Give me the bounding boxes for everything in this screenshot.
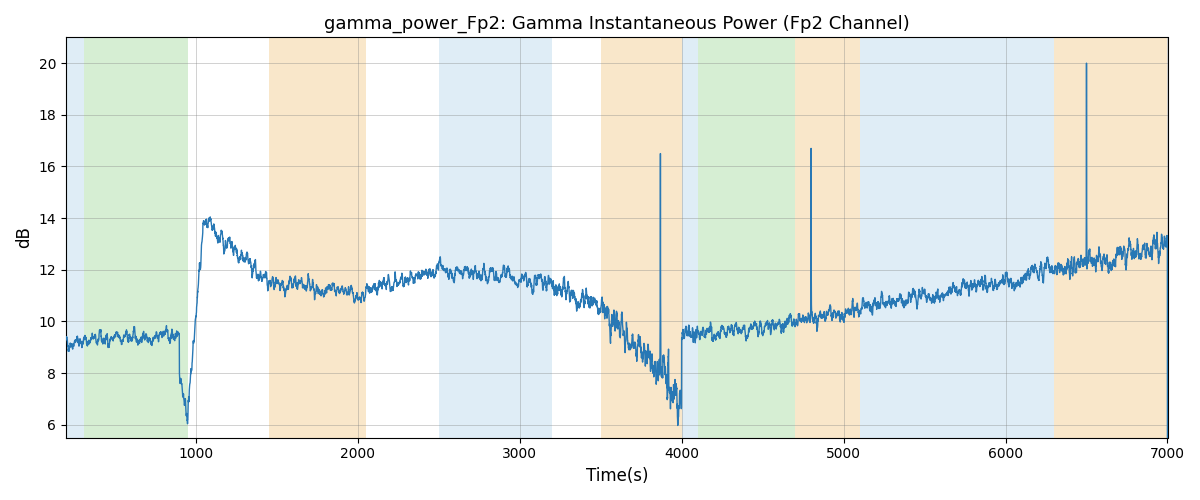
Bar [682,38,697,438]
Y-axis label: dB: dB [14,226,32,248]
Bar [859,38,1054,438]
Title: gamma_power_Fp2: Gamma Instantaneous Power (Fp2 Channel): gamma_power_Fp2: Gamma Instantaneous Pow… [324,15,910,34]
Bar [794,38,859,438]
Bar [1054,38,1168,438]
Bar [438,38,552,438]
Bar [269,38,366,438]
X-axis label: Time(s): Time(s) [586,467,648,485]
Bar [66,38,84,438]
Bar [697,38,794,438]
Bar [84,38,187,438]
Bar [600,38,682,438]
